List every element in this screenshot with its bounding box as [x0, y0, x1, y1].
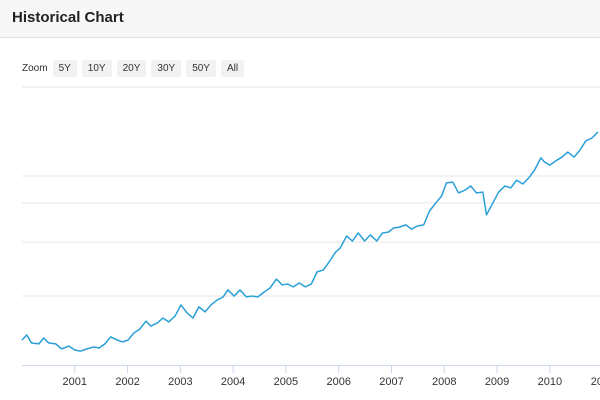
x-tick-label: 2007 [379, 376, 403, 388]
zoom-button[interactable]: 30Y [151, 60, 182, 77]
header: Historical Chart [0, 0, 600, 38]
zoom-button[interactable]: 5Y [52, 60, 77, 77]
x-tick-label: 2003 [168, 376, 192, 388]
x-tick-label: 2008 [432, 376, 456, 388]
x-tick-label: 2004 [221, 376, 245, 388]
zoom-button[interactable]: 10Y [81, 60, 112, 77]
zoom-button[interactable]: 50Y [186, 60, 216, 77]
zoom-button[interactable]: All [220, 60, 245, 77]
zoom-bar: Zoom 5Y 10Y 20Y 30Y 50Y All [22, 60, 245, 77]
zoom-button[interactable]: 20Y [116, 60, 147, 77]
x-tick-label: 2009 [485, 376, 509, 388]
x-tick-label: 2005 [274, 376, 298, 388]
x-tick-label: 2011 [591, 376, 600, 388]
x-tick-label: 2002 [115, 376, 139, 388]
header-title: Historical Chart [12, 9, 124, 26]
x-tick-label: 2010 [538, 376, 562, 388]
price-line [21, 131, 599, 352]
zoom-label: Zoom [22, 63, 48, 74]
x-tick-label: 2006 [326, 376, 350, 388]
x-tick-label: 2001 [63, 376, 87, 388]
